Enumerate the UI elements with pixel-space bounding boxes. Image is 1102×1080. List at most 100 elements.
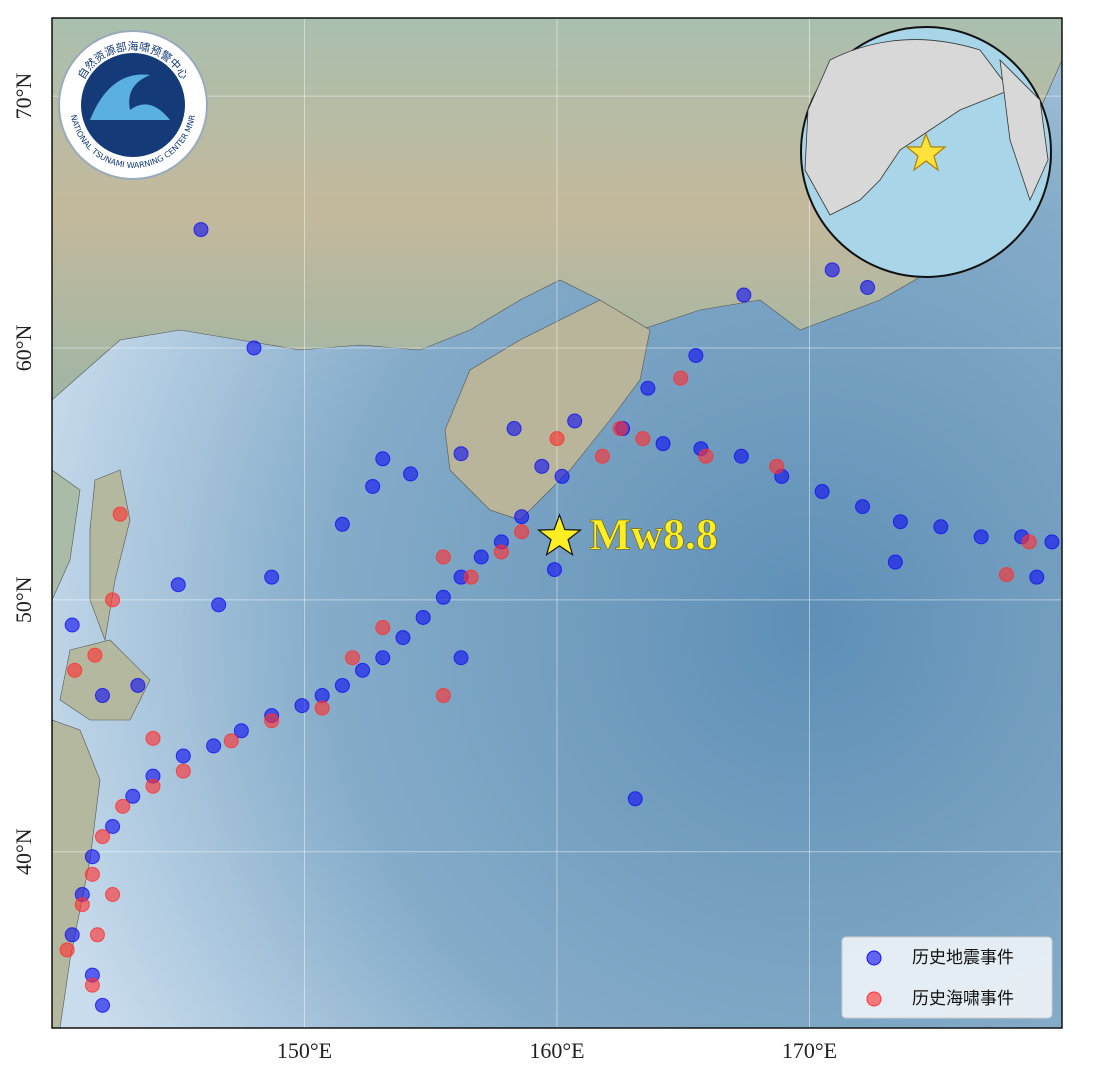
- event-point: [453, 446, 469, 462]
- event-point: [294, 698, 310, 714]
- event-point: [233, 723, 249, 739]
- event-point: [514, 524, 530, 540]
- event-point: [395, 630, 411, 646]
- event-point: [375, 650, 391, 666]
- event-point: [435, 549, 451, 565]
- event-point: [594, 448, 610, 464]
- event-point: [1044, 534, 1060, 550]
- event-point: [64, 927, 80, 943]
- globe-star: [905, 132, 947, 172]
- event-point: [612, 421, 628, 437]
- event-point: [84, 849, 100, 865]
- event-point: [84, 866, 100, 882]
- event-point: [64, 617, 80, 633]
- logo-wave: [90, 74, 170, 120]
- event-point: [453, 650, 469, 666]
- event-point: [673, 370, 689, 386]
- event-point: [334, 516, 350, 532]
- event-point: [415, 609, 431, 625]
- event-point: [125, 788, 141, 804]
- event-point: [206, 738, 222, 754]
- legend-label: 历史地震事件: [912, 948, 1014, 968]
- event-point: [67, 662, 83, 678]
- event-point: [95, 997, 110, 1013]
- event-point: [655, 436, 671, 452]
- event-point: [463, 569, 479, 585]
- event-point: [933, 519, 949, 535]
- event-point: [105, 887, 121, 903]
- event-point: [514, 509, 530, 525]
- frame: [51, 17, 1063, 1029]
- event-point: [87, 647, 103, 663]
- y-tick-label: 60°N: [11, 324, 36, 371]
- event-point: [640, 380, 656, 396]
- event-point: [554, 468, 570, 484]
- event-point: [355, 662, 371, 678]
- event-point: [635, 431, 651, 447]
- event-point: [887, 554, 903, 570]
- event-point: [344, 650, 360, 666]
- event-point: [473, 549, 489, 565]
- event-point: [892, 514, 908, 530]
- event-point: [193, 222, 209, 238]
- event-point: [145, 778, 161, 794]
- event-point: [375, 451, 391, 467]
- event-point: [95, 829, 110, 845]
- ticks: 150°E 160°E 170°E 40°N 50°N 60°N 70°N: [11, 73, 837, 1063]
- legend-box: [841, 936, 1053, 1019]
- x-tick-label: 170°E: [782, 1038, 837, 1063]
- event-point: [246, 340, 262, 356]
- event-point: [549, 431, 565, 447]
- logo: 自然资源部海啸预警中心 NATIONAL TSUNAMI WARNING CEN…: [58, 30, 208, 180]
- y-tick-label: 70°N: [11, 73, 36, 120]
- event-point: [105, 819, 121, 835]
- event-point: [59, 942, 75, 958]
- epicenter-star: [536, 513, 583, 557]
- event-point: [1021, 534, 1037, 550]
- event-point: [334, 677, 350, 693]
- event-point: [211, 597, 227, 613]
- event-point: [506, 421, 522, 437]
- event-point: [365, 478, 381, 494]
- event-point: [74, 897, 90, 913]
- event-point: [175, 763, 191, 779]
- event-point: [175, 748, 191, 764]
- event-point: [223, 733, 239, 749]
- event-point: [973, 529, 989, 545]
- points: [59, 222, 1060, 1013]
- land-coast: [52, 469, 81, 601]
- land-kamchatka: [444, 299, 651, 521]
- event-point: [567, 413, 583, 429]
- event-point: [130, 677, 146, 693]
- event-point: [546, 562, 562, 578]
- event-point: [84, 977, 100, 993]
- event-point: [314, 700, 330, 716]
- event-point: [736, 287, 752, 303]
- legend-marker: [866, 991, 882, 1007]
- event-point: [375, 620, 391, 636]
- inset-globe: [800, 26, 1052, 278]
- event-point: [627, 791, 643, 807]
- land-hokkaido: [59, 639, 151, 721]
- event-point: [264, 569, 280, 585]
- event-point: [89, 927, 105, 943]
- event-point: [435, 688, 451, 704]
- event-point: [105, 592, 121, 608]
- event-point: [145, 730, 161, 746]
- x-tick-label: 150°E: [277, 1038, 332, 1063]
- event-point: [493, 544, 509, 560]
- globe-america: [999, 58, 1049, 202]
- event-point: [403, 466, 419, 482]
- event-point: [698, 448, 714, 464]
- y-tick-label: 50°N: [11, 576, 36, 623]
- event-point: [998, 567, 1014, 583]
- legend-label: 历史海啸事件: [912, 989, 1014, 1009]
- event-point: [170, 577, 186, 593]
- event-point: [264, 713, 280, 729]
- event-point: [855, 499, 871, 515]
- event-point: [733, 448, 749, 464]
- event-point: [534, 458, 550, 474]
- event-point: [435, 589, 451, 605]
